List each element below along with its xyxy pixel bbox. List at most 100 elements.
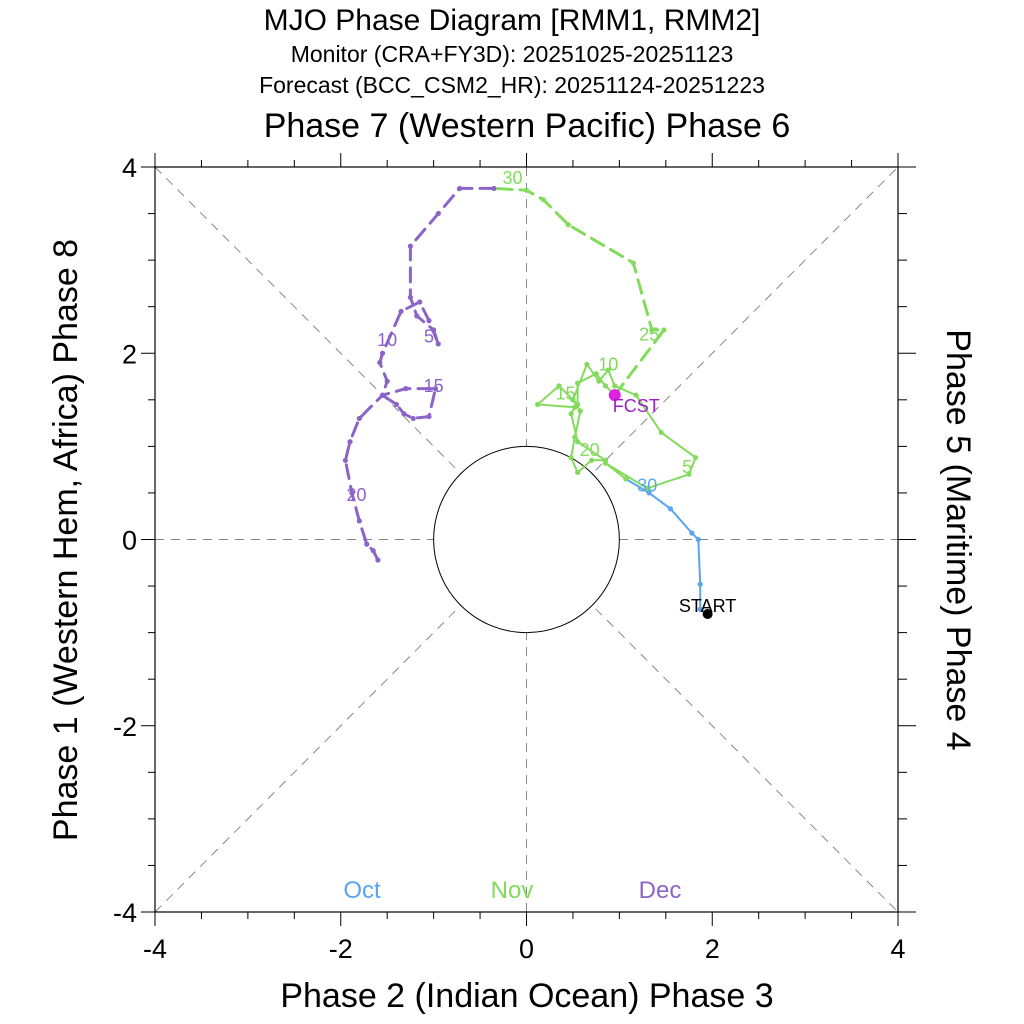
series-point [572, 434, 578, 440]
series-point [435, 341, 441, 347]
series-point [342, 457, 348, 463]
markers: START FCST [608, 389, 736, 619]
series-point [605, 367, 611, 373]
left-phase-label: Phase 1 (Western Hem, Africa) Phase 8 [47, 239, 85, 841]
series-point [689, 530, 695, 536]
series-point [347, 439, 353, 445]
series-point [574, 380, 581, 386]
series-point [602, 457, 609, 463]
x-tick-label: 4 [890, 934, 905, 964]
series-point [523, 187, 530, 193]
day-labels: 30 5 10 15 20 25 30 5 10 15 20 [347, 168, 693, 505]
series-point [596, 378, 602, 384]
day-label: 30 [637, 475, 657, 495]
series-point [612, 383, 618, 389]
series-point [661, 327, 667, 333]
series-point [667, 506, 674, 512]
series-point [588, 457, 595, 463]
series-point [364, 541, 370, 547]
day-label: 5 [424, 326, 434, 346]
day-label: 25 [639, 325, 659, 345]
series-point [375, 557, 381, 563]
series-point [633, 392, 639, 398]
tick-marks [141, 153, 916, 926]
series-point [593, 371, 599, 377]
series-point [695, 536, 701, 543]
day-label: 10 [598, 354, 618, 374]
series-point [565, 222, 571, 228]
start-marker [702, 609, 713, 619]
series-layer [342, 185, 711, 617]
start-label: START [679, 596, 736, 616]
series-line [492, 186, 666, 397]
series-point [377, 359, 383, 366]
chart-title: MJO Phase Diagram [RMM1, RMM2] [264, 4, 761, 37]
series-point [540, 196, 546, 203]
series-point [356, 518, 362, 524]
series-point [401, 411, 407, 417]
fcst-marker [608, 389, 621, 402]
series-point [630, 260, 636, 266]
series-point [398, 308, 404, 314]
series-point [414, 313, 420, 319]
series-point [417, 299, 423, 305]
series-point [432, 386, 439, 392]
series-point [384, 378, 390, 384]
series-point [491, 185, 497, 192]
series-line [343, 186, 496, 562]
series-point [644, 485, 650, 491]
series-point [584, 361, 590, 368]
grid-layer [154, 166, 899, 913]
series-point [574, 401, 581, 408]
x-tick-label: -2 [329, 934, 353, 964]
x-tick-label: 0 [519, 934, 534, 964]
series-point [692, 454, 699, 461]
forecast-subtitle: Forecast (BCC_CSM2_HR): 20251124-2025122… [259, 72, 765, 98]
series-line [536, 363, 697, 490]
series-point [431, 327, 437, 333]
x-tick-label: -4 [143, 934, 167, 964]
series-point [535, 401, 541, 408]
month-legend: Oct Nov Dec [343, 877, 681, 904]
y-tick-label: 0 [122, 526, 137, 556]
day-label: 10 [377, 330, 397, 350]
x-tick-label: 2 [705, 934, 720, 964]
series-point [568, 454, 574, 461]
fcst-label: FCST [613, 396, 660, 416]
series-point [435, 210, 441, 217]
series-point [410, 415, 416, 422]
series-point [457, 185, 463, 192]
legend-dec: Dec [639, 877, 682, 904]
series-point [426, 413, 432, 420]
series-point [577, 408, 583, 414]
series-point [570, 397, 576, 403]
series-point [407, 243, 414, 249]
series-point [568, 411, 574, 417]
series-point [697, 581, 703, 587]
y-tick-label: -2 [113, 712, 137, 742]
right-phase-label: Phase 5 (Maritime) Phase 4 [939, 329, 977, 750]
y-tick-label: 2 [122, 339, 137, 369]
bottom-phase-label: Phase 2 (Indian Ocean) Phase 3 [280, 977, 773, 1015]
series-point [349, 490, 355, 496]
series-point [623, 476, 629, 482]
tick-labels: -4 -2 0 2 4 -4 -2 0 2 4 [113, 153, 906, 964]
series-point [602, 383, 609, 389]
series-point [426, 318, 432, 324]
y-tick-label: -4 [113, 898, 137, 928]
legend-nov: Nov [491, 877, 534, 904]
series-point [686, 471, 692, 477]
series-point [370, 548, 376, 554]
series-point [658, 429, 664, 436]
day-label: 20 [347, 485, 367, 505]
unit-circle [433, 445, 620, 634]
series-point [649, 327, 655, 333]
series-point [356, 415, 362, 422]
day-label: 5 [682, 457, 692, 477]
top-phase-label: Phase 7 (Western Pacific) Phase 6 [264, 107, 791, 145]
day-label: 20 [580, 440, 600, 460]
series-point [379, 392, 386, 398]
series-point [393, 401, 400, 408]
day-label: 15 [555, 383, 575, 403]
